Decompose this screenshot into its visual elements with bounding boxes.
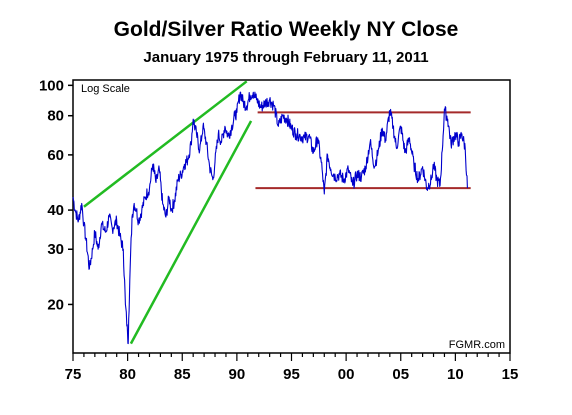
y-tick-label-60: 60 (47, 147, 64, 164)
y-tick-label-40: 40 (47, 202, 64, 219)
y-tick-label-20: 20 (47, 296, 64, 313)
y-tick-label-30: 30 (47, 241, 64, 258)
x-tick-label-15: 15 (502, 366, 519, 383)
chart-title: Gold/Silver Ratio Weekly NY Close (113, 18, 459, 41)
series-line-1 (72, 91, 468, 345)
chart-subtitle: January 1975 through February 11, 2011 (143, 49, 429, 66)
x-tick-label-75: 75 (65, 366, 82, 383)
x-tick-label-80: 80 (119, 366, 136, 383)
log-scale-label: Log Scale (81, 83, 130, 95)
x-tick-label-00: 00 (338, 366, 355, 383)
plot-area: 20 30 40 60 80 100 75 80 85 90 95 00 05 10 15 (39, 77, 518, 383)
trendline-line-1 (83, 80, 248, 208)
x-tick-label-05: 05 (392, 366, 409, 383)
trendline-line-2 (129, 120, 253, 345)
x-tick-label-90: 90 (229, 366, 246, 383)
x-tick-label-85: 85 (174, 366, 191, 383)
y-tick-label-80: 80 (47, 108, 64, 125)
source-label: FGMR.com (449, 339, 505, 351)
x-tick-label-10: 10 (447, 366, 464, 383)
x-tick-label-95: 95 (283, 366, 300, 383)
y-tick-label-100: 100 (39, 77, 64, 94)
